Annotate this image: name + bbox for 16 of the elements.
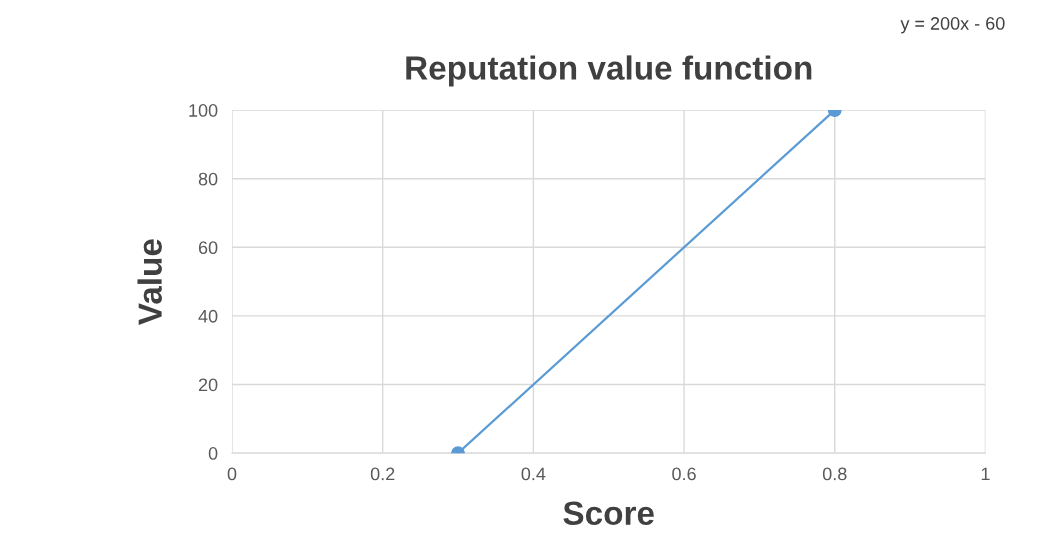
y-axis-title: Value bbox=[137, 239, 162, 325]
x-tick-label: 0.2 bbox=[370, 467, 395, 481]
x-tick-label: 0.4 bbox=[521, 467, 546, 481]
x-tick-label: 0 bbox=[227, 467, 237, 481]
x-tick-label: 0.8 bbox=[822, 467, 847, 481]
x-tick-label: 1 bbox=[981, 467, 990, 481]
y-tick-label: 40 bbox=[198, 309, 218, 323]
y-tick-label: 0 bbox=[208, 447, 218, 460]
chart-title: Reputation value function bbox=[406, 55, 812, 87]
y-tick-label: 100 bbox=[189, 104, 218, 117]
y-tick-label: 80 bbox=[198, 172, 218, 186]
x-tick-label: 0.6 bbox=[672, 467, 696, 481]
y-tick-label: 60 bbox=[198, 241, 218, 255]
text: y = 200x - 60 bbox=[900, 17, 1005, 34]
y-tick-label: 20 bbox=[198, 378, 218, 392]
x-axis-title: Score bbox=[563, 501, 654, 526]
